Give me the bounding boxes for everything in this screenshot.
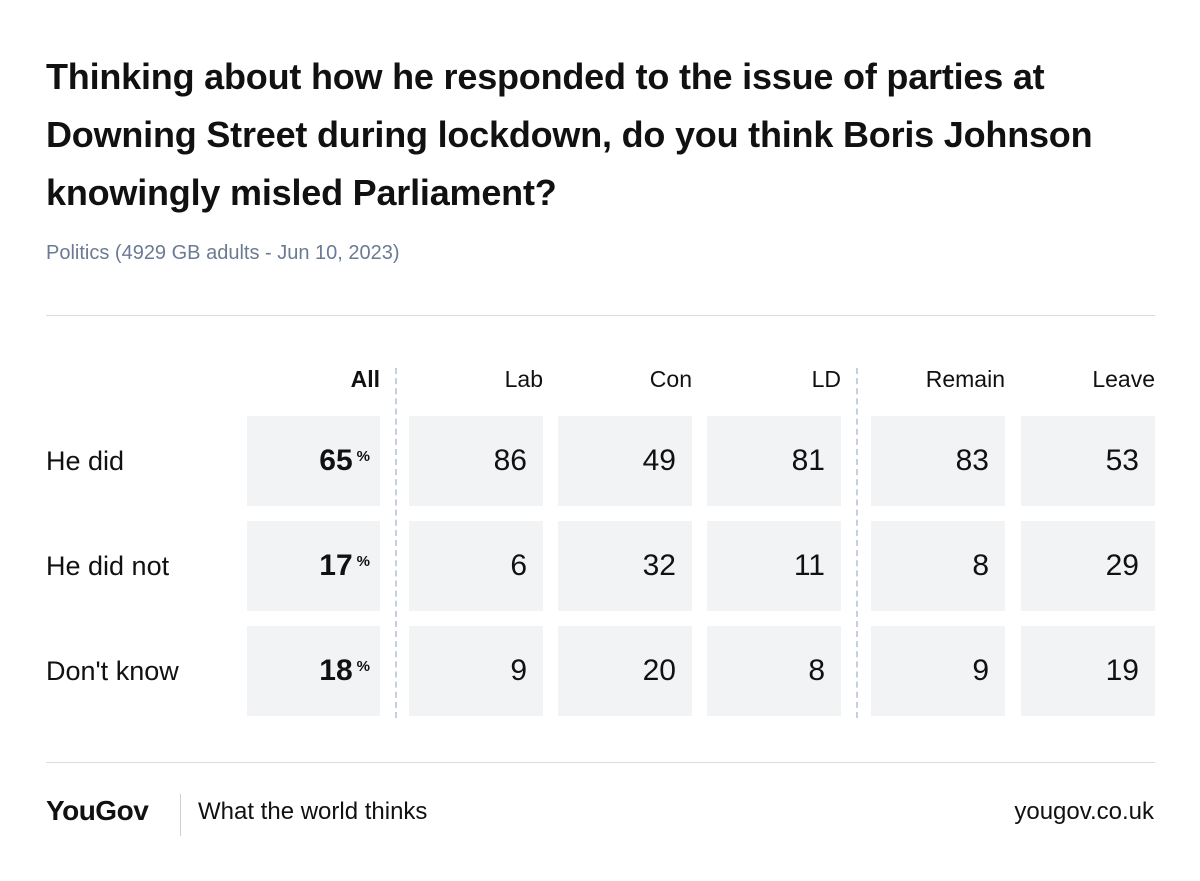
value-all: 18 [319, 654, 353, 687]
cell-con-he-did-not: 32 [558, 521, 692, 611]
column-header-leave: Leave [1092, 366, 1155, 392]
cell-leave-dont-know: 19 [1021, 626, 1155, 716]
cell-ld-he-did-not: 11 [707, 521, 841, 611]
cell-all-he-did: 65% [247, 416, 380, 506]
cell-con-dont-know: 20 [558, 626, 692, 716]
chart-subtitle: Politics (4929 GB adults - Jun 10, 2023) [46, 242, 400, 264]
cell-remain-he-did: 83 [871, 416, 1005, 506]
row-label-he-did-not: He did not [46, 551, 170, 581]
separator-all [395, 368, 397, 718]
row-label-dont-know: Don't know [46, 656, 179, 686]
footer-separator [180, 794, 181, 836]
cell-lab-he-did: 86 [409, 416, 543, 506]
cell-leave-he-did-not: 29 [1021, 521, 1155, 611]
percent-sign: % [356, 553, 370, 570]
cell-lab-dont-know: 9 [409, 626, 543, 716]
top-divider [46, 315, 1155, 316]
cell-leave-he-did: 53 [1021, 416, 1155, 506]
percent-sign: % [356, 658, 370, 675]
column-header-remain: Remain [925, 366, 1005, 392]
chart-title: Thinking about how he responded to the i… [46, 56, 1093, 213]
row-label-he-did: He did [46, 446, 125, 476]
column-header-con: Con [649, 366, 692, 392]
footer-tagline: What the world thinks [198, 798, 428, 825]
footer-url[interactable]: yougov.co.uk [1014, 798, 1154, 825]
cell-all-he-did-not: 17% [247, 521, 380, 611]
column-header-ld: LD [811, 366, 841, 392]
bottom-divider [46, 762, 1155, 763]
separator-brexit [856, 368, 858, 718]
cell-lab-he-did-not: 6 [409, 521, 543, 611]
percent-sign: % [356, 448, 370, 465]
value-all: 65 [319, 444, 353, 477]
yougov-logo: YouGov [46, 795, 149, 826]
column-header-all: All [350, 366, 380, 392]
cell-ld-dont-know: 8 [707, 626, 841, 716]
cell-all-dont-know: 18% [247, 626, 380, 716]
column-header-lab: Lab [504, 366, 543, 392]
cell-con-he-did: 49 [558, 416, 692, 506]
cell-remain-he-did-not: 8 [871, 521, 1005, 611]
cell-ld-he-did: 81 [707, 416, 841, 506]
value-all: 17 [319, 549, 353, 582]
cell-remain-dont-know: 9 [871, 626, 1005, 716]
